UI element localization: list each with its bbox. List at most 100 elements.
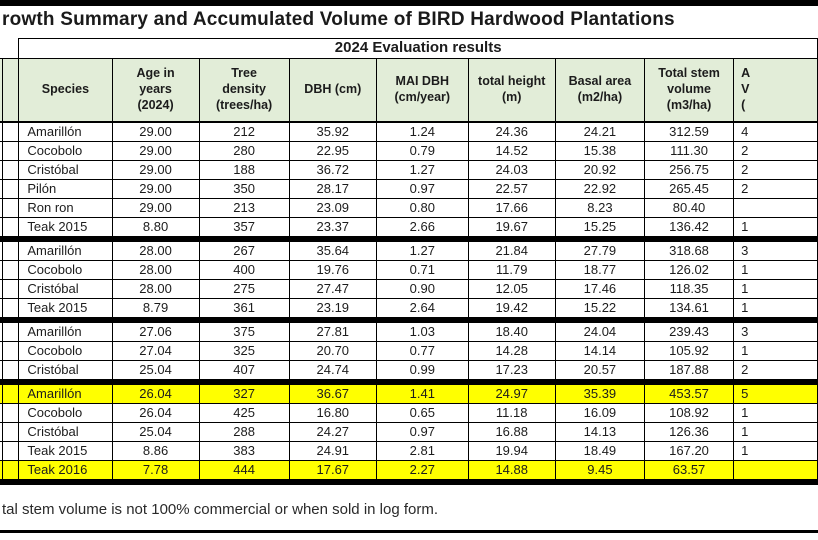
cell: 212 [198,121,290,142]
cell: 239.43 [643,321,735,342]
cell: 20.57 [554,359,645,380]
cell: 17.46 [554,278,645,299]
bottom-border-line [0,530,818,533]
cell: 167.20 [643,440,735,461]
cell: 2 [733,159,818,180]
table-row: Cocobolo 26.04 425 16.80 0.65 11.18 16.09 108.9… [0,402,818,423]
cell: 5 [733,383,818,404]
cell: 8.80 [111,216,200,237]
cell: 21.84 [467,240,556,261]
cell: 318.68 [643,240,735,261]
cell: 0.99 [375,359,469,380]
cell: 24.27 [288,421,377,442]
cell: 105.92 [643,340,735,361]
cell [2,297,20,318]
table-subtitle: 2024 Evaluation results [18,38,818,59]
cell: 8.86 [111,440,200,461]
cell: 24.74 [288,359,377,380]
cell: 19.94 [467,440,556,461]
header-cell-total-height: total height (m) [467,57,556,123]
cell [2,278,20,299]
header-row: Species Age in years (2024) Tree density… [0,57,818,123]
cell: 18.77 [554,259,645,280]
cell [2,459,20,480]
cell: 14.28 [467,340,556,361]
cell: 126.02 [643,259,735,280]
cell: 27.47 [288,278,377,299]
cell: 0.65 [375,402,469,423]
cell: 23.09 [288,197,377,218]
cell: Cocobolo [18,402,113,423]
cell: 2 [733,178,818,199]
cell: 1 [733,278,818,299]
cell: 375 [198,321,290,342]
header-cell-clipped-right: A V ( [733,57,818,123]
cell: 24.91 [288,440,377,461]
cell: 24.03 [467,159,556,180]
cell: 256.75 [643,159,735,180]
cell: 11.18 [467,402,556,423]
cell: 0.79 [375,140,469,161]
cell: 383 [198,440,290,461]
cell: 28.00 [111,259,200,280]
cell: 111.30 [643,140,735,161]
header-cell-stem-volume: Total stem volume (m3/ha) [643,57,735,123]
cell: 1 [733,216,818,237]
cell: 14.52 [467,140,556,161]
cell: 280 [198,140,290,161]
cell [2,216,20,237]
cell: 24.97 [467,383,556,404]
cell [2,259,20,280]
cell [2,402,20,423]
cell: 16.88 [467,421,556,442]
cell: 11.79 [467,259,556,280]
cell: 17.23 [467,359,556,380]
cell: 20.92 [554,159,645,180]
cell: 108.92 [643,402,735,423]
cell: 1 [733,440,818,461]
cell: Cristóbal [18,159,113,180]
cell: 1.27 [375,240,469,261]
cell: Cocobolo [18,259,113,280]
cell [2,440,20,461]
cell: 22.92 [554,178,645,199]
table-row: Amarillón 28.00 267 35.64 1.27 21.84 27.79 318.… [0,240,818,261]
cell: 188 [198,159,290,180]
header-cell-basal-area: Basal area (m2/ha) [554,57,645,123]
cell: 0.71 [375,259,469,280]
cell: 27.81 [288,321,377,342]
cell: 23.37 [288,216,377,237]
cell: 1.27 [375,159,469,180]
cell: Cocobolo [18,340,113,361]
cell: 19.67 [467,216,556,237]
cell: 187.88 [643,359,735,380]
cell: 134.61 [643,297,735,318]
cell: 29.00 [111,178,200,199]
cell: Cocobolo [18,140,113,161]
cell: Teak 2015 [18,440,113,461]
growth-summary-table: 2024 Evaluation results Species Age in y… [0,38,818,485]
cell [2,178,20,199]
cell [2,121,20,142]
top-border-bar [0,0,818,6]
cell: 213 [198,197,290,218]
header-cell-dbh: DBH (cm) [288,57,377,123]
cell: 407 [198,359,290,380]
cell [733,459,818,480]
cell: Teak 2015 [18,297,113,318]
cell: 24.04 [554,321,645,342]
group-separator-band [0,478,818,485]
cell: 63.57 [643,459,735,480]
cell: 312.59 [643,121,735,142]
cell: Amarillón [18,240,113,261]
cell [2,340,20,361]
cell: 1 [733,340,818,361]
group-separator [0,478,818,485]
page-title: rowth Summary and Accumulated Volume of … [2,9,675,30]
cell [2,421,20,442]
cell: 26.04 [111,402,200,423]
table-row: Teak 2015 8.86 383 24.91 2.81 19.94 18.49 167.2… [0,440,818,461]
cell: 29.00 [111,121,200,142]
cell: 14.14 [554,340,645,361]
